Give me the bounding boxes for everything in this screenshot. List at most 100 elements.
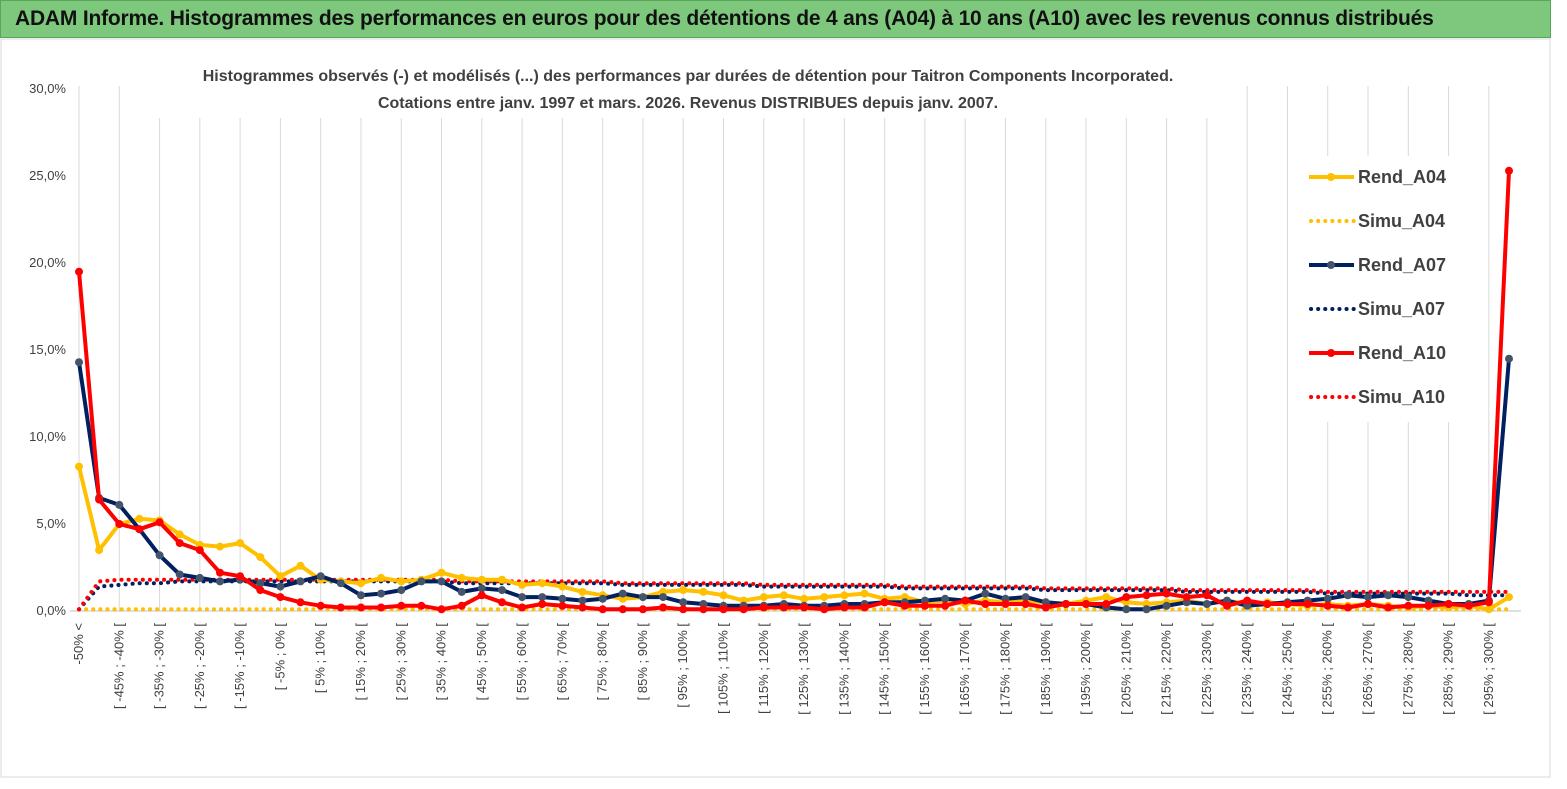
data-point-rend_a04 [357,579,365,588]
data-point-rend_a10 [981,600,990,608]
x-tick-label: [ 135% ; 140% [ [836,623,851,715]
data-point-rend_a04 [1102,593,1111,602]
data-point-rend_a07 [397,586,406,595]
y-tick-label: 20,0% [29,255,66,270]
data-point-rend_a04 [236,539,245,548]
data-point-rend_a04 [75,462,83,471]
legend-label-rend_a10: Rend_A10 [1358,343,1446,363]
data-point-rend_a10 [860,603,869,612]
data-point-rend_a10 [659,603,668,612]
subtitle-background [150,58,1230,118]
data-point-rend_a04 [840,591,849,600]
x-tick-label: [ 195% ; 200% [ [1078,623,1093,715]
data-point-rend_a10 [175,539,184,548]
x-tick-label: [ 75% ; 80% [ [595,623,610,701]
data-point-rend_a07 [1323,594,1332,603]
x-tick-label: [ -45% ; -40% [ [111,623,126,709]
data-point-rend_a04 [135,514,144,523]
data-point-rend_a04 [377,573,386,582]
data-point-rend_a10 [961,596,970,605]
data-point-rend_a04 [759,593,768,602]
data-point-rend_a07 [437,577,446,586]
data-point-rend_a10 [1505,166,1513,175]
data-point-rend_a07 [578,596,587,605]
data-point-rend_a10 [1142,591,1151,600]
data-point-rend_a10 [1041,603,1050,612]
data-point-rend_a07 [558,594,567,603]
data-point-rend_a07 [155,551,164,560]
legend-marker-rend_a07 [1327,261,1335,269]
data-point-rend_a10 [135,525,144,534]
data-point-rend_a10 [75,267,83,276]
data-point-rend_a07 [659,593,668,602]
data-point-rend_a07 [336,579,345,588]
report-banner-title: ADAM Informe. Histogrammes des performan… [15,7,1434,30]
data-point-rend_a10 [1122,593,1131,602]
data-point-rend_a10 [155,518,164,527]
x-tick-label: [ -15% ; -10% [ [232,623,247,709]
data-point-rend_a10 [115,520,124,528]
data-point-rend_a10 [377,603,386,612]
x-tick-label: [ 275% ; 280% [ [1400,623,1415,715]
data-point-rend_a07 [1021,593,1030,602]
data-point-rend_a04 [296,561,305,570]
x-tick-label: [ 165% ; 170% [ [957,623,972,715]
data-point-rend_a10 [699,605,708,614]
x-tick-label: [ 265% ; 270% [ [1360,623,1375,715]
x-tick-label: [ 205% ; 210% [ [1118,623,1133,715]
data-point-rend_a10 [920,601,929,610]
y-tick-label: 25,0% [29,168,66,183]
data-point-rend_a10 [1202,591,1211,600]
data-point-rend_a04 [518,580,527,589]
data-point-rend_a10 [538,600,547,608]
data-point-rend_a07 [679,598,688,607]
data-point-rend_a04 [779,591,788,600]
data-point-rend_a10 [1424,601,1433,610]
chart-subtitle: Cotations entre janv. 1997 et mars. 2026… [378,95,998,112]
data-point-rend_a07 [75,358,83,367]
data-point-rend_a10 [941,601,950,610]
data-point-rend_a10 [638,605,647,614]
data-point-rend_a10 [457,601,466,610]
data-point-rend_a10 [518,603,527,612]
data-point-rend_a04 [538,579,547,588]
data-point-rend_a07 [377,589,386,598]
data-point-rend_a04 [216,542,224,551]
data-point-rend_a07 [175,570,184,579]
data-point-rend_a10 [1404,601,1413,610]
x-tick-label: [ 115% ; 120% [ [756,623,771,714]
data-point-rend_a07 [518,593,527,602]
x-tick-label: [ 255% ; 260% [ [1320,623,1335,715]
legend-label-simu_a07: Simu_A07 [1358,299,1445,319]
data-point-rend_a07 [276,582,285,591]
data-point-rend_a07 [1505,354,1513,363]
data-point-rend_a10 [800,603,809,612]
data-point-rend_a04 [679,586,688,595]
series-line-simu_a10 [77,577,1511,612]
data-point-rend_a10 [1162,589,1171,598]
data-point-rend_a10 [195,546,204,555]
data-point-rend_a07 [941,594,950,603]
data-point-rend_a10 [1343,603,1352,612]
data-point-rend_a10 [558,601,567,610]
data-point-rend_a10 [1484,598,1493,607]
data-point-rend_a10 [880,598,889,607]
data-point-rend_a10 [739,605,748,614]
data-point-rend_a04 [1505,593,1513,602]
data-point-rend_a10 [840,603,849,612]
data-point-rend_a10 [357,603,365,612]
data-point-rend_a10 [1384,603,1393,612]
x-tick-label: [ 5% ; 10% [ [313,623,328,693]
data-point-rend_a10 [820,605,829,614]
data-point-rend_a04 [578,587,587,596]
data-point-rend_a07 [1162,601,1171,610]
data-point-rend_a07 [1404,593,1413,602]
x-tick-label: [ 95% ; 100% [ [675,623,690,708]
data-point-rend_a04 [800,594,809,603]
x-tick-label: [ 105% ; 110% [ [716,623,731,714]
data-point-rend_a10 [1082,600,1090,608]
x-tick-label: [ 185% ; 190% [ [1038,623,1053,715]
data-point-rend_a07 [1122,605,1131,614]
y-tick-label: 5,0% [36,516,66,531]
data-point-rend_a10 [397,601,406,610]
